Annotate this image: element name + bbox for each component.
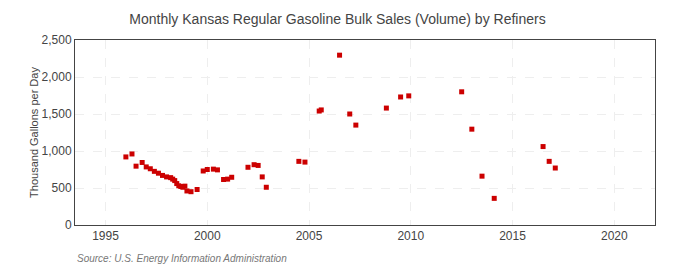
svg-text:2000: 2000 bbox=[194, 229, 221, 243]
svg-text:2010: 2010 bbox=[397, 229, 424, 243]
svg-text:0: 0 bbox=[65, 218, 72, 232]
svg-text:2020: 2020 bbox=[601, 229, 628, 243]
svg-text:1,000: 1,000 bbox=[42, 144, 72, 158]
svg-text:500: 500 bbox=[52, 181, 72, 195]
svg-text:2,000: 2,000 bbox=[42, 70, 72, 84]
svg-text:2005: 2005 bbox=[296, 229, 323, 243]
svg-text:2015: 2015 bbox=[499, 229, 526, 243]
svg-text:2,500: 2,500 bbox=[42, 33, 72, 47]
svg-text:Monthly Kansas Regular Gasolin: Monthly Kansas Regular Gasoline Bulk Sal… bbox=[129, 11, 545, 27]
svg-text:1995: 1995 bbox=[92, 229, 119, 243]
svg-text:Source: U.S. Energy Informatio: Source: U.S. Energy Information Administ… bbox=[77, 253, 287, 264]
svg-text:1,500: 1,500 bbox=[42, 107, 72, 121]
svg-text:Thousand Gallons per Day: Thousand Gallons per Day bbox=[28, 67, 40, 198]
